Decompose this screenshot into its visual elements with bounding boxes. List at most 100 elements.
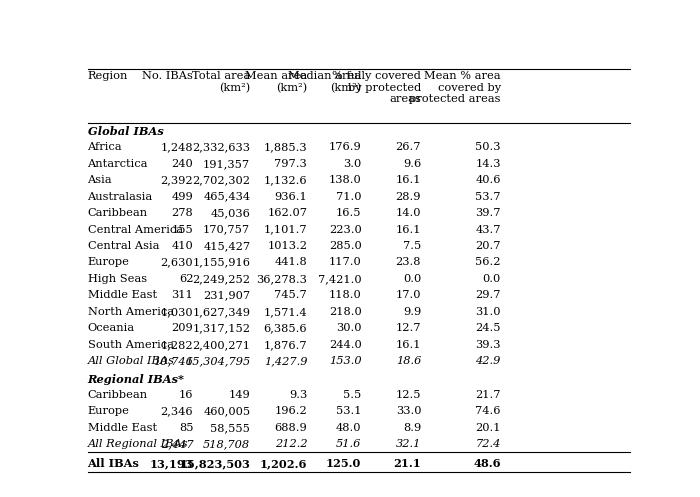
Text: 2,702,302: 2,702,302 xyxy=(193,175,251,185)
Text: 117.0: 117.0 xyxy=(329,257,361,267)
Text: 8.9: 8.9 xyxy=(403,423,421,433)
Text: All IBAs: All IBAs xyxy=(88,458,139,469)
Text: 6,385.6: 6,385.6 xyxy=(264,324,307,333)
Text: 26.7: 26.7 xyxy=(395,142,421,152)
Text: Central America: Central America xyxy=(88,225,183,235)
Text: 1,248: 1,248 xyxy=(161,142,193,152)
Text: 1,317,152: 1,317,152 xyxy=(193,324,251,333)
Text: 40.6: 40.6 xyxy=(475,175,501,185)
Text: 74.6: 74.6 xyxy=(475,407,501,416)
Text: 12.5: 12.5 xyxy=(395,390,421,400)
Text: Asia: Asia xyxy=(88,175,112,185)
Text: 218.0: 218.0 xyxy=(329,307,361,317)
Text: 278: 278 xyxy=(172,208,193,218)
Text: Total area
(km²): Total area (km²) xyxy=(192,71,251,93)
Text: 223.0: 223.0 xyxy=(329,225,361,235)
Text: 118.0: 118.0 xyxy=(329,290,361,300)
Text: 2,392: 2,392 xyxy=(161,175,193,185)
Text: 9.9: 9.9 xyxy=(403,307,421,317)
Text: 1,132.6: 1,132.6 xyxy=(264,175,307,185)
Text: 1,202.6: 1,202.6 xyxy=(260,458,307,469)
Text: Australasia: Australasia xyxy=(88,192,153,202)
Text: Oceania: Oceania xyxy=(88,324,134,333)
Text: 2,447: 2,447 xyxy=(161,439,193,449)
Text: 15,304,795: 15,304,795 xyxy=(185,356,251,366)
Text: 29.7: 29.7 xyxy=(475,290,501,300)
Text: 153.0: 153.0 xyxy=(329,356,361,366)
Text: 16.1: 16.1 xyxy=(395,340,421,350)
Text: 72.4: 72.4 xyxy=(475,439,501,449)
Text: 51.6: 51.6 xyxy=(336,439,361,449)
Text: No. IBAs: No. IBAs xyxy=(142,71,193,81)
Text: 460,005: 460,005 xyxy=(203,407,251,416)
Text: 1,876.7: 1,876.7 xyxy=(264,340,307,350)
Text: 53.1: 53.1 xyxy=(336,407,361,416)
Text: 244.0: 244.0 xyxy=(329,340,361,350)
Text: 138.0: 138.0 xyxy=(329,175,361,185)
Text: 231,907: 231,907 xyxy=(203,290,251,300)
Text: 745.7: 745.7 xyxy=(274,290,307,300)
Text: 155: 155 xyxy=(172,225,193,235)
Text: 28.9: 28.9 xyxy=(395,192,421,202)
Text: 16.1: 16.1 xyxy=(395,175,421,185)
Text: South America: South America xyxy=(88,340,174,350)
Text: 196.2: 196.2 xyxy=(274,407,307,416)
Text: 16: 16 xyxy=(178,390,193,400)
Text: 415,427: 415,427 xyxy=(203,241,251,251)
Text: 125.0: 125.0 xyxy=(326,458,361,469)
Text: 688.9: 688.9 xyxy=(274,423,307,433)
Text: Mean % area
covered by
protected areas: Mean % area covered by protected areas xyxy=(410,71,501,104)
Text: 240: 240 xyxy=(172,159,193,169)
Text: 9.6: 9.6 xyxy=(403,159,421,169)
Text: 20.7: 20.7 xyxy=(475,241,501,251)
Text: 0.0: 0.0 xyxy=(482,274,501,284)
Text: 311: 311 xyxy=(172,290,193,300)
Text: 24.5: 24.5 xyxy=(475,324,501,333)
Text: 1,101.7: 1,101.7 xyxy=(264,225,307,235)
Text: 1,155,916: 1,155,916 xyxy=(193,257,251,267)
Text: 58,555: 58,555 xyxy=(211,423,251,433)
Text: 499: 499 xyxy=(172,192,193,202)
Text: 2,400,271: 2,400,271 xyxy=(193,340,251,350)
Text: 39.7: 39.7 xyxy=(475,208,501,218)
Text: 1,427.9: 1,427.9 xyxy=(264,356,307,366)
Text: 14.0: 14.0 xyxy=(395,208,421,218)
Text: Mean area
(km²): Mean area (km²) xyxy=(245,71,307,93)
Text: 1,282: 1,282 xyxy=(161,340,193,350)
Text: 176.9: 176.9 xyxy=(329,142,361,152)
Text: Median area
(km²): Median area (km²) xyxy=(288,71,361,93)
Text: 15,823,503: 15,823,503 xyxy=(179,458,251,469)
Text: 209: 209 xyxy=(172,324,193,333)
Text: 31.0: 31.0 xyxy=(475,307,501,317)
Text: 9.3: 9.3 xyxy=(289,390,307,400)
Text: Caribbean: Caribbean xyxy=(88,208,148,218)
Text: Antarctica: Antarctica xyxy=(88,159,148,169)
Text: 20.1: 20.1 xyxy=(475,423,501,433)
Text: Global IBAs: Global IBAs xyxy=(88,126,163,137)
Text: 42.9: 42.9 xyxy=(475,356,501,366)
Text: 936.1: 936.1 xyxy=(274,192,307,202)
Text: Central Asia: Central Asia xyxy=(88,241,159,251)
Text: 149: 149 xyxy=(228,390,251,400)
Text: % fully covered
by protected
areas: % fully covered by protected areas xyxy=(332,71,421,104)
Text: Africa: Africa xyxy=(88,142,122,152)
Text: 56.2: 56.2 xyxy=(475,257,501,267)
Text: 518,708: 518,708 xyxy=(203,439,251,449)
Text: Middle East: Middle East xyxy=(88,423,157,433)
Text: 2,346: 2,346 xyxy=(161,407,193,416)
Text: 1,627,349: 1,627,349 xyxy=(193,307,251,317)
Text: 30.0: 30.0 xyxy=(336,324,361,333)
Text: 2,630: 2,630 xyxy=(161,257,193,267)
Text: 71.0: 71.0 xyxy=(336,192,361,202)
Text: 21.7: 21.7 xyxy=(475,390,501,400)
Text: 39.3: 39.3 xyxy=(475,340,501,350)
Text: 36,278.3: 36,278.3 xyxy=(256,274,307,284)
Text: Region: Region xyxy=(88,71,128,81)
Text: 12.7: 12.7 xyxy=(395,324,421,333)
Text: 23.8: 23.8 xyxy=(395,257,421,267)
Text: 14.3: 14.3 xyxy=(475,159,501,169)
Text: 441.8: 441.8 xyxy=(274,257,307,267)
Text: 50.3: 50.3 xyxy=(475,142,501,152)
Text: Regional IBAs*: Regional IBAs* xyxy=(88,374,185,385)
Text: 1,571.4: 1,571.4 xyxy=(264,307,307,317)
